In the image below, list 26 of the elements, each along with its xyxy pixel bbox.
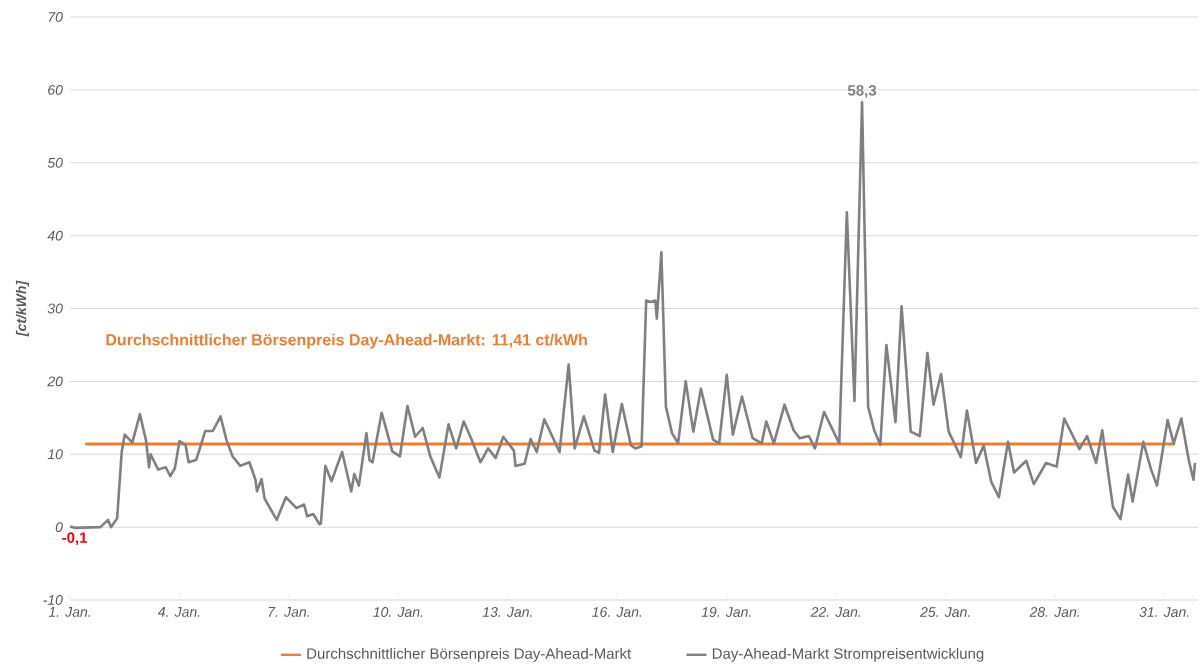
x-tick-label: 4. Jan. <box>157 607 200 617</box>
x-tick-label: 31. Jan. <box>1139 607 1189 617</box>
y-tick-label: 30 <box>47 303 63 314</box>
x-tick-label: 28. Jan. <box>1029 607 1079 617</box>
x-tick-label: 1. Jan. <box>48 607 90 617</box>
x-tick-label: 16. Jan. <box>592 607 642 617</box>
y-tick-label: 10 <box>47 449 63 460</box>
x-tick-label: 13. Jan. <box>482 607 532 617</box>
x-tick-label: 7. Jan. <box>268 607 309 617</box>
legend-label: Day-Ahead-Markt Strompreisentwicklung <box>712 647 984 662</box>
y-tick-label: -10 <box>43 595 63 605</box>
x-tick-label: 25. Jan. <box>920 607 970 617</box>
x-tick-label: 19. Jan. <box>701 607 751 617</box>
x-tick-label: 10. Jan. <box>373 607 423 617</box>
y-axis-title: [ct/kWh] <box>15 280 29 337</box>
annotation: 58,3 <box>847 85 877 98</box>
legend-label: Durchschnittlicher Börsenpreis Day-Ahead-Markt <box>307 647 632 662</box>
annotation: -0,1 <box>62 532 88 546</box>
y-tick-label: 20 <box>47 376 63 387</box>
y-tick-label: 60 <box>48 84 63 95</box>
y-tick-label: 0 <box>55 522 63 533</box>
x-tick-label: 22. Jan. <box>810 607 861 617</box>
y-tick-label: 70 <box>48 12 63 22</box>
y-tick-label: 40 <box>47 230 63 241</box>
annotation: Durchschnittlicher Börsenpreis Day-Ahead-Markt: 11,41 ct/kWh <box>106 333 587 349</box>
y-tick-label: 50 <box>47 157 63 168</box>
